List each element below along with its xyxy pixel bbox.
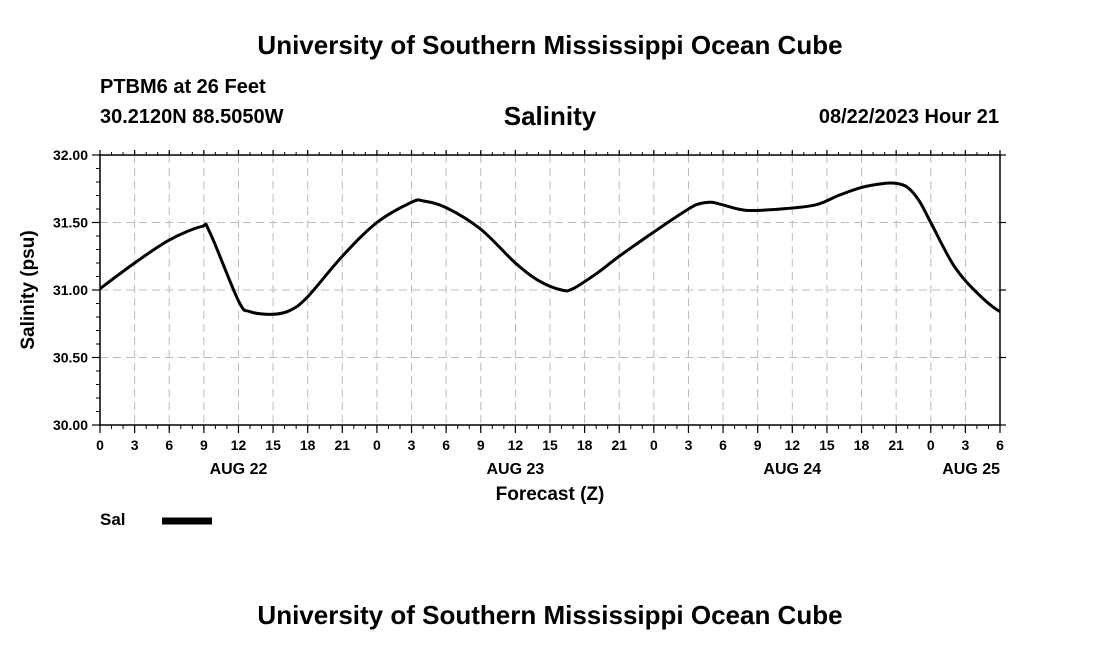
y-tick-label: 31.00	[53, 282, 88, 298]
x-tick-label: 3	[408, 437, 416, 453]
x-tick-label: 0	[927, 437, 935, 453]
station-label: PTBM6 at 26 Feet	[100, 76, 266, 98]
x-axis-title: Forecast (Z)	[496, 484, 605, 505]
x-tick-label: 0	[650, 437, 658, 453]
x-tick-label: 3	[961, 437, 969, 453]
x-tick-label: 6	[996, 437, 1004, 453]
x-tick-label: 21	[888, 437, 904, 453]
day-label: AUG 22	[210, 461, 268, 478]
axis-labels: 30.00 30.50 31.00 31.50 32.00 0 3 6 9 12 15 18 21 0 3 6…	[53, 147, 1004, 478]
x-tick-label: 6	[442, 437, 450, 453]
y-axis-title: Salinity (psu)	[18, 230, 39, 349]
x-tick-label: 15	[819, 437, 835, 453]
x-tick-label: 9	[754, 437, 762, 453]
x-tick-label: 15	[265, 437, 281, 453]
axis-ticks	[92, 150, 1006, 433]
x-tick-label: 15	[542, 437, 558, 453]
grid-lines	[100, 155, 1000, 425]
x-tick-label: 9	[200, 437, 208, 453]
day-label: AUG 25	[942, 461, 1000, 478]
main-title: University of Southern Mississippi Ocean…	[257, 30, 843, 60]
forecast-datetime: 08/22/2023 Hour 21	[818, 106, 999, 128]
x-tick-label: 21	[611, 437, 627, 453]
x-tick-label: 12	[785, 437, 801, 453]
x-tick-label: 6	[165, 437, 173, 453]
day-label: AUG 24	[763, 461, 821, 478]
y-tick-label: 30.00	[53, 417, 88, 433]
x-tick-label: 18	[577, 437, 593, 453]
day-label: AUG 23	[486, 461, 544, 478]
x-tick-label: 9	[477, 437, 485, 453]
footer-title: University of Southern Mississippi Ocean…	[257, 600, 843, 630]
x-tick-label: 0	[96, 437, 104, 453]
salinity-series-line	[100, 181, 1000, 316]
x-tick-label: 12	[508, 437, 524, 453]
station-coordinates: 30.2120N 88.5050W	[100, 106, 284, 128]
x-tick-label: 21	[335, 437, 351, 453]
legend-label: Sal	[100, 510, 126, 529]
x-tick-label: 6	[719, 437, 727, 453]
y-tick-label: 31.50	[53, 215, 88, 231]
x-tick-label: 0	[373, 437, 381, 453]
y-tick-label: 30.50	[53, 350, 88, 366]
chart-title: Salinity	[503, 101, 597, 131]
x-tick-label: 3	[131, 437, 139, 453]
x-tick-label: 12	[231, 437, 247, 453]
x-tick-label: 18	[300, 437, 316, 453]
x-tick-label: 18	[854, 437, 870, 453]
x-tick-label: 3	[685, 437, 693, 453]
y-tick-label: 32.00	[53, 147, 88, 163]
